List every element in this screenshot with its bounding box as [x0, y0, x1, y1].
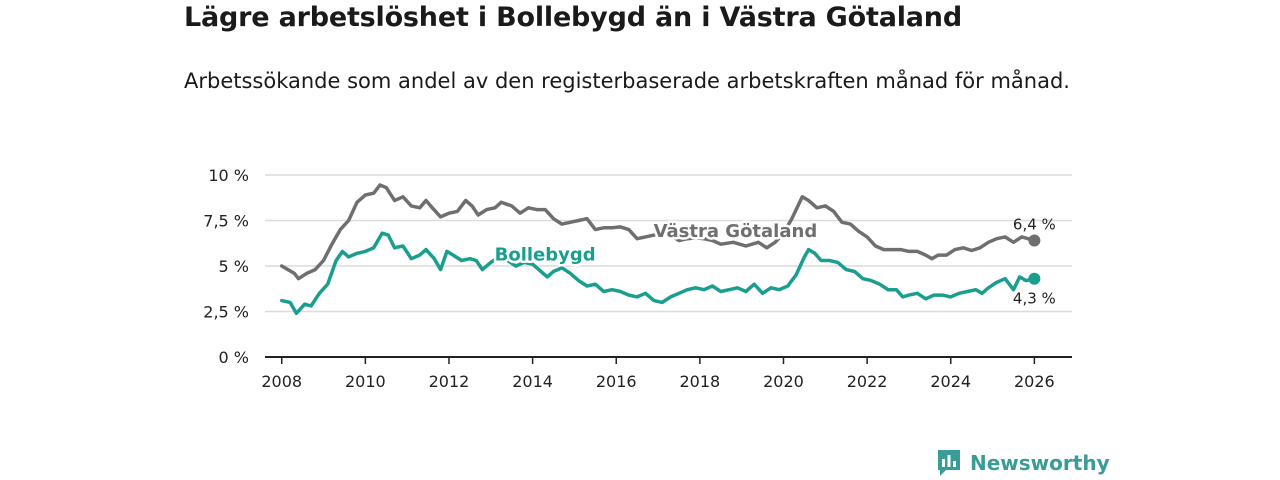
- end-marker-vastra-gotaland: [1028, 234, 1041, 247]
- series-label-vastra-gotaland: Västra Götaland: [654, 221, 818, 242]
- x-tick-label: 2018: [680, 372, 721, 391]
- newsworthy-icon: [938, 450, 960, 476]
- brand-name: Newsworthy: [970, 451, 1110, 475]
- end-marker-bollebygd: [1028, 272, 1041, 285]
- y-tick-label: 10 %: [208, 166, 249, 185]
- series-line-vastra-gotaland: [279, 183, 1037, 281]
- x-tick-label: 2024: [930, 372, 971, 391]
- end-value-label-bollebygd: 4,3 %: [1013, 290, 1056, 308]
- y-tick-label: 5 %: [219, 257, 249, 276]
- x-tick-label: 2014: [512, 372, 553, 391]
- x-tick-label: 2026: [1014, 372, 1055, 391]
- chart-title: Lägre arbetslöshet i Bollebygd än i Väst…: [184, 2, 962, 33]
- x-tick-label: 2012: [429, 372, 470, 391]
- x-tick-label: 2008: [261, 372, 302, 391]
- line-chart: 0 % 2,5 % 5 % 7,5 % 10 % 2008 2010 2012 2014 2016…: [203, 166, 1072, 391]
- x-tick-label: 2022: [847, 372, 888, 391]
- series-line-bollebygd: [279, 231, 1037, 316]
- newsworthy-logo: Newsworthy: [936, 448, 1110, 478]
- chart-subtitle: Arbetssökande som andel av den registerb…: [184, 69, 1070, 93]
- y-tick-label: 0 %: [219, 348, 249, 367]
- y-tick-label: 7,5 %: [203, 212, 249, 231]
- series-label-bollebygd: Bollebygd: [495, 245, 596, 266]
- x-tick-label: 2020: [763, 372, 804, 391]
- y-tick-label: 2,5 %: [203, 303, 249, 322]
- end-value-label-vastra-gotaland: 6,4 %: [1013, 216, 1056, 234]
- x-tick-label: 2016: [596, 372, 637, 391]
- x-tick-label: 2010: [345, 372, 386, 391]
